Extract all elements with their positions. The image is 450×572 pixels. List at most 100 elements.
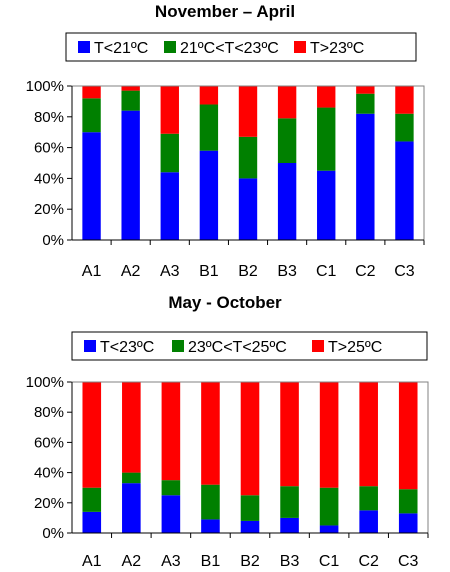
- bar-segment-C2-1: [359, 510, 378, 533]
- y-tick-label: 80%: [34, 109, 64, 126]
- x-tick-label: B3: [280, 553, 300, 570]
- x-tick-label: C1: [319, 553, 340, 570]
- legend-label: T<21ºC: [94, 40, 148, 57]
- bar-segment-B3-3: [277, 86, 297, 119]
- bar-segment-A2-3: [121, 86, 140, 91]
- bar-segment-C2-3: [359, 382, 378, 487]
- bar-segment-A1-1: [82, 132, 101, 240]
- bar-segment-C1-3: [317, 86, 336, 108]
- bar-segment-B3-2: [280, 486, 299, 518]
- bar-segment-C1-3: [319, 382, 339, 488]
- bar-segment-B3-3: [280, 382, 299, 487]
- x-tick-label: A2: [121, 263, 141, 280]
- bar-segment-A2-3: [122, 382, 141, 473]
- bar-segment-C2-3: [356, 86, 375, 94]
- x-tick-label: A1: [82, 263, 102, 280]
- bar-segment-C1-1: [317, 170, 336, 240]
- bar-segment-A1-2: [82, 487, 102, 512]
- chart-1: November – April T<21ºC 21ºC<T<23ºC T>23ºC 0…: [26, 2, 425, 280]
- bar-segment-C3-1: [395, 141, 414, 240]
- y-tick-label: 100%: [26, 78, 64, 95]
- bar-segment-A1-3: [82, 382, 102, 488]
- legend: T<21ºC 21ºC<T<23ºC T>23ºC: [65, 32, 417, 62]
- y-tick-label: 40%: [34, 465, 64, 482]
- bar-segment-C3-2: [398, 489, 418, 514]
- y-tick-label: 0%: [42, 232, 64, 249]
- y-tick-label: 20%: [34, 495, 64, 512]
- legend-label: 21ºC<T<23ºC: [180, 40, 279, 57]
- bar-segment-C3-3: [395, 86, 414, 114]
- y-tick-label: 0%: [42, 525, 64, 542]
- bar-segment-B1-2: [199, 104, 219, 151]
- bar-segment-B3-1: [277, 163, 297, 240]
- x-tick-label: C1: [316, 263, 337, 280]
- legend-box: [65, 32, 417, 62]
- y-tick-label: 60%: [34, 140, 64, 157]
- bar-segment-B2-2: [238, 136, 258, 179]
- x-tick-label: B2: [240, 553, 260, 570]
- y-tick-label: 60%: [34, 434, 64, 451]
- bar-segment-C3-1: [398, 513, 418, 533]
- bar-segment-A3-1: [160, 172, 179, 240]
- legend-swatch: [84, 340, 96, 352]
- y-tick-label: 80%: [34, 404, 64, 421]
- legend-swatch: [172, 340, 184, 352]
- bar-segment-C1-2: [317, 107, 336, 171]
- legend-swatch: [294, 41, 306, 53]
- bar-segment-A3-3: [161, 382, 181, 481]
- bar-segment-C2-1: [356, 113, 375, 240]
- bar-segment-B1-3: [201, 382, 220, 485]
- x-tick-label: A3: [161, 553, 181, 570]
- legend-swatch: [78, 41, 90, 53]
- bar-segment-B1-2: [201, 484, 220, 520]
- bar-segment-C3-2: [395, 113, 414, 142]
- legend: T<23ºC 23ºC<T<25ºC T>25ºC: [71, 331, 428, 361]
- bar-segment-A2-2: [122, 472, 141, 484]
- bar-segment-C1-2: [319, 487, 339, 526]
- bar-segment-A1-1: [82, 511, 102, 533]
- bar-segment-C2-2: [356, 93, 375, 114]
- bar-segment-B1-3: [199, 86, 219, 105]
- x-tick-label: C2: [358, 553, 379, 570]
- bar-segment-B2-1: [238, 178, 258, 240]
- legend-swatch: [312, 340, 324, 352]
- x-tick-label: B1: [201, 553, 221, 570]
- legend-box: [71, 331, 428, 361]
- chart-title: November – April: [155, 2, 295, 21]
- bar-segment-B2-3: [238, 86, 258, 137]
- bar-segment-C2-2: [359, 486, 378, 511]
- bar-segment-B3-1: [280, 517, 299, 533]
- chart-title: May - October: [168, 293, 282, 312]
- bar-segment-B2-2: [240, 495, 260, 521]
- x-tick-label: A2: [122, 553, 142, 570]
- bar-segment-A3-2: [160, 133, 179, 173]
- x-tick-label: A1: [82, 553, 102, 570]
- x-tick-label: C3: [394, 263, 415, 280]
- bar-segment-A2-2: [121, 90, 140, 111]
- x-tick-label: A3: [160, 263, 180, 280]
- chart-2: May - October T<23ºC 23ºC<T<25ºC T>25ºC 0% 20…: [26, 293, 429, 570]
- bar-segment-A3-2: [161, 480, 181, 496]
- bar-segment-C3-3: [398, 382, 418, 490]
- legend-label: T>23ºC: [310, 40, 364, 57]
- bar-segment-B2-1: [240, 520, 260, 533]
- x-tick-label: B1: [199, 263, 219, 280]
- bar-segment-A2-1: [122, 483, 141, 533]
- legend-label: 23ºC<T<25ºC: [188, 339, 287, 356]
- bar-segment-A1-3: [82, 86, 101, 99]
- x-tick-label: C2: [355, 263, 376, 280]
- bar-segment-C1-1: [319, 525, 339, 533]
- y-tick-label: 100%: [26, 374, 64, 391]
- bar-segment-B1-1: [199, 150, 219, 240]
- legend-swatch: [164, 41, 176, 53]
- bar-segment-B1-1: [201, 519, 220, 533]
- bar-segment-B2-3: [240, 382, 260, 496]
- legend-label: T<23ºC: [100, 339, 154, 356]
- bar-segment-A1-2: [82, 98, 101, 133]
- bar-segment-B3-2: [277, 118, 297, 163]
- bar-segment-A3-1: [161, 495, 181, 533]
- bar-segment-A2-1: [121, 110, 140, 240]
- x-tick-label: B2: [238, 263, 258, 280]
- x-tick-label: C3: [398, 553, 419, 570]
